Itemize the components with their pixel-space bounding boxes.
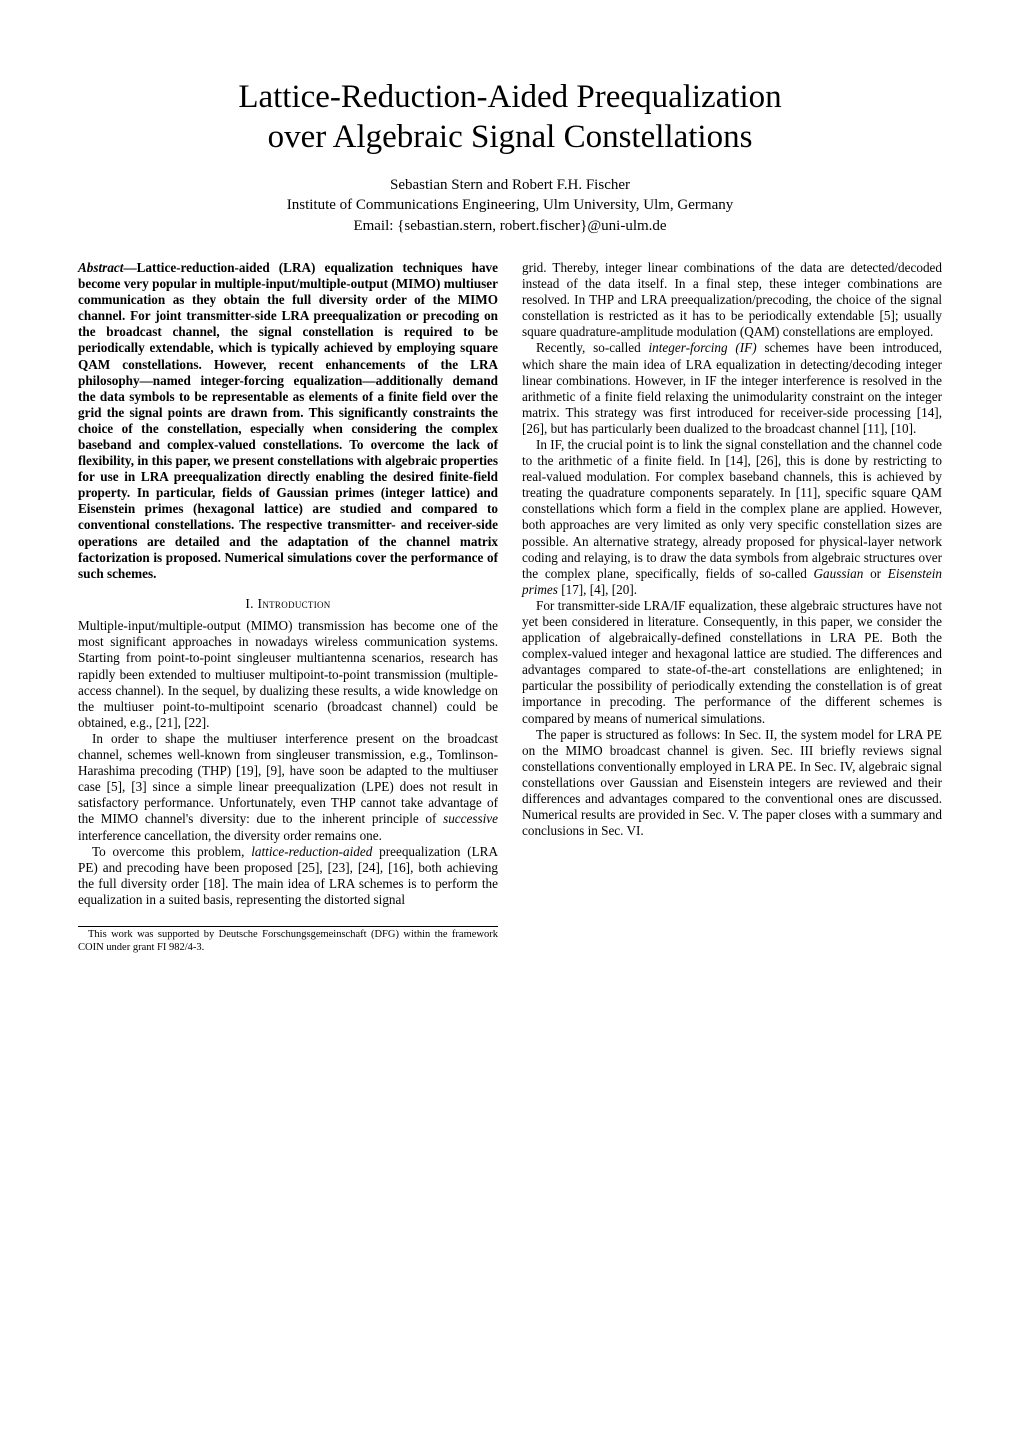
intro-p1: Multiple-input/multiple-output (MIMO) tr… <box>78 618 498 731</box>
intro-p2-b: interference cancellation, the diversity… <box>78 828 382 843</box>
author-names: Sebastian Stern and Robert F.H. Fischer <box>78 175 942 195</box>
intro-p2-a: In order to shape the multiuser interfer… <box>78 731 498 826</box>
author-block: Sebastian Stern and Robert F.H. Fischer … <box>78 175 942 236</box>
right-p3-mid: or <box>863 566 887 581</box>
title-line-1: Lattice-Reduction-Aided Preequalization <box>238 79 781 115</box>
paper-title: Lattice-Reduction-Aided Preequalization … <box>78 78 942 157</box>
email: Email: {sebastian.stern, robert.fischer}… <box>78 216 942 236</box>
right-p4: For transmitter-side LRA/IF equalization… <box>522 598 942 727</box>
right-p2: Recently, so-called integer-forcing (IF)… <box>522 340 942 437</box>
right-p2-em: integer-forcing (IF) <box>649 340 757 355</box>
title-line-2: over Algebraic Signal Constellations <box>268 119 753 155</box>
page: Lattice-Reduction-Aided Preequalization … <box>0 0 1020 995</box>
right-p1: grid. Thereby, integer linear combinatio… <box>522 260 942 340</box>
abstract: Abstract—Lattice-reduction-aided (LRA) e… <box>78 260 498 582</box>
intro-p2-em: successive <box>443 811 498 826</box>
abstract-label: Abstract <box>78 260 123 275</box>
section-1-heading: I. Introduction <box>78 596 498 612</box>
right-p5: The paper is structured as follows: In S… <box>522 727 942 840</box>
affiliation: Institute of Communications Engineering,… <box>78 195 942 215</box>
intro-p3: To overcome this problem, lattice-reduct… <box>78 844 498 908</box>
two-column-body: Abstract—Lattice-reduction-aided (LRA) e… <box>78 260 942 955</box>
right-p3-b: [17], [4], [20]. <box>558 582 637 597</box>
intro-p2: In order to shape the multiuser interfer… <box>78 731 498 844</box>
left-column: Abstract—Lattice-reduction-aided (LRA) e… <box>78 260 498 955</box>
intro-p3-a: To overcome this problem, <box>92 844 251 859</box>
right-p3-em1: Gaussian <box>814 566 864 581</box>
funding-note: This work was supported by Deutsche Fors… <box>78 926 498 955</box>
right-p2-a: Recently, so-called <box>536 340 649 355</box>
right-p3: In IF, the crucial point is to link the … <box>522 437 942 598</box>
right-column: grid. Thereby, integer linear combinatio… <box>522 260 942 955</box>
intro-p3-em: lattice-reduction-aided <box>251 844 372 859</box>
right-p3-a: In IF, the crucial point is to link the … <box>522 437 942 581</box>
abstract-text: —Lattice-reduction-aided (LRA) equalizat… <box>78 260 498 581</box>
